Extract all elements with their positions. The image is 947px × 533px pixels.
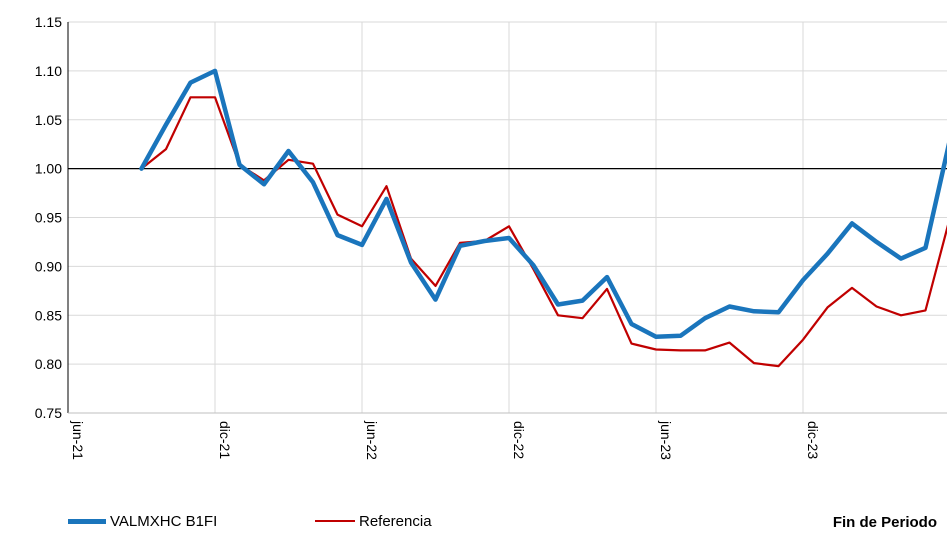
x-tick-label: dic-23 <box>805 421 821 459</box>
y-tick-label: 1.10 <box>35 63 62 79</box>
y-tick-label: 0.80 <box>35 356 62 372</box>
y-tick-label: 1.05 <box>35 112 62 128</box>
legend-label-referencia: Referencia <box>359 513 432 530</box>
x-tick-label: jun-22 <box>364 420 380 460</box>
x-tick-label: jun-21 <box>70 420 86 460</box>
y-tick-label: 0.90 <box>35 258 62 274</box>
y-tick-label: 1.00 <box>35 161 62 177</box>
legend-item-valmxhc: VALMXHC B1FI <box>68 511 217 531</box>
x-tick-label: dic-22 <box>511 421 527 459</box>
grid-lines <box>68 22 947 413</box>
x-tick-label: jun-23 <box>658 420 674 460</box>
legend-swatch-valmxhc <box>68 519 106 524</box>
series-line-valmxhc <box>142 71 947 337</box>
x-axis-tick-labels: jun-21 dic-21 jun-22 dic-22 jun-23 dic-23 <box>70 420 821 460</box>
legend-item-referencia: Referencia <box>315 511 432 531</box>
series-line-referencia <box>142 97 947 366</box>
legend-label-valmxhc: VALMXHC B1FI <box>110 513 217 530</box>
y-tick-label: 1.15 <box>35 14 62 30</box>
y-tick-label: 0.85 <box>35 307 62 323</box>
period-note: Fin de Periodo <box>833 514 937 531</box>
y-axis-tick-labels: 0.75 0.80 0.85 0.90 0.95 1.00 1.05 1.10 1.15 <box>35 14 62 421</box>
x-tick-label: dic-21 <box>217 421 233 459</box>
y-tick-label: 0.95 <box>35 210 62 226</box>
y-tick-label: 0.75 <box>35 405 62 421</box>
legend-swatch-referencia <box>315 520 355 522</box>
series-lines <box>142 71 947 366</box>
